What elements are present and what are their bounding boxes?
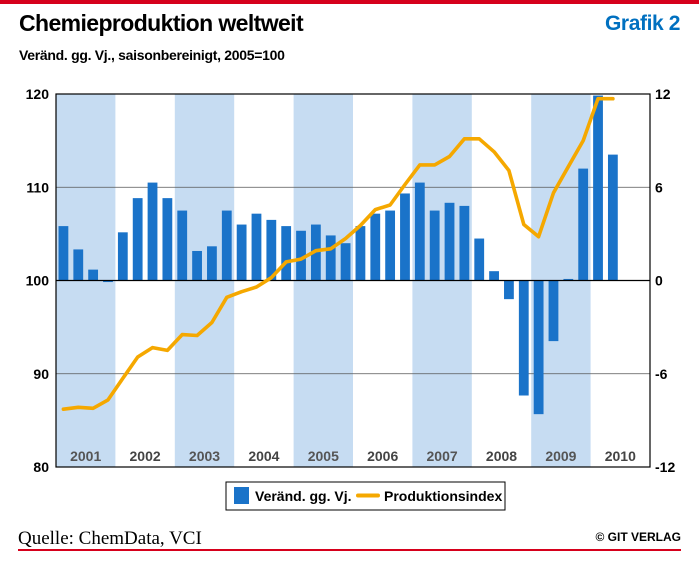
legend-line-label: Produktionsindex <box>384 488 502 504</box>
year-label-2010: 2010 <box>605 448 636 464</box>
right-tick-6: 6 <box>655 179 663 195</box>
bar-2001Q3 <box>88 269 99 281</box>
year-label-2008: 2008 <box>486 448 517 464</box>
bar-2009Q2 <box>548 280 559 342</box>
bar-2005Q4 <box>340 243 351 281</box>
year-labels: 2001 2002 2003 2004 2005 2006 2007 2008 2009 2010 <box>70 448 636 464</box>
bar-2006Q4 <box>400 193 410 281</box>
bar-2006Q1 <box>355 226 366 281</box>
bar-2007Q3 <box>444 202 455 281</box>
bar-2002Q1 <box>117 232 128 281</box>
bar-2010Q1 <box>593 95 603 281</box>
bar-2002Q3 <box>147 182 158 281</box>
bar-2005Q3 <box>325 235 336 281</box>
bar-2008Q4 <box>518 280 529 396</box>
bar-2004Q3 <box>266 219 277 281</box>
bar-2008Q1 <box>474 238 485 281</box>
bar-2003Q1 <box>177 210 188 281</box>
bar-2003Q4 <box>221 210 232 281</box>
year-label-2005: 2005 <box>308 448 339 464</box>
bar-2004Q2 <box>251 213 262 281</box>
right-axis-ticks: -12 -6 0 6 12 <box>655 86 675 475</box>
bar-2004Q4 <box>281 226 292 281</box>
right-tick-0: 0 <box>655 273 663 289</box>
bar-2007Q2 <box>429 210 440 281</box>
bar-2005Q1 <box>296 230 306 281</box>
line-series <box>61 96 615 411</box>
bar-2007Q1 <box>414 182 425 281</box>
right-tick--6: -6 <box>655 366 668 382</box>
bar-2008Q3 <box>504 280 514 300</box>
bar-2010Q2 <box>607 154 618 281</box>
bar-2008Q2 <box>489 271 499 281</box>
bar-2009Q4 <box>578 168 589 281</box>
grafik-label: Grafik 2 <box>604 12 680 35</box>
bar-2006Q3 <box>385 210 396 281</box>
year-label-2004: 2004 <box>248 448 279 464</box>
year-label-2003: 2003 <box>189 448 220 464</box>
left-tick-100: 100 <box>26 273 50 289</box>
bottom-border <box>18 549 681 551</box>
legend: Veränd. gg. Vj. Produktionsindex <box>225 481 506 511</box>
copyright: © GIT VERLAG <box>595 530 681 544</box>
chart-title: Chemieproduktion weltweit <box>19 10 304 36</box>
legend-bar-swatch <box>234 487 249 504</box>
bar-2001Q4 <box>103 280 113 283</box>
left-tick-120: 120 <box>26 86 50 102</box>
bar-2001Q2 <box>73 249 84 281</box>
bar-2003Q3 <box>207 246 217 281</box>
left-tick-80: 80 <box>33 459 49 475</box>
source-note: Quelle: ChemData, VCI <box>18 528 202 549</box>
chart-subtitle: Veränd. gg. Vj., saisonbereinigt, 2005=1… <box>19 47 285 63</box>
right-tick--12: -12 <box>655 459 675 475</box>
year-label-2006: 2006 <box>367 448 398 464</box>
right-tick-12: 12 <box>655 86 671 102</box>
year-label-2002: 2002 <box>130 448 161 464</box>
left-tick-110: 110 <box>26 179 49 195</box>
plot-frame <box>55 93 651 468</box>
year-label-2007: 2007 <box>427 448 458 464</box>
bar-2001Q1 <box>58 226 69 281</box>
bar-2006Q2 <box>370 213 381 281</box>
bar-2003Q2 <box>192 250 202 281</box>
year-label-2009: 2009 <box>545 448 576 464</box>
bar-2002Q2 <box>132 198 143 281</box>
bar-2004Q1 <box>236 224 247 281</box>
year-label-2001: 2001 <box>70 448 101 464</box>
left-tick-90: 90 <box>33 366 49 382</box>
bar-2007Q4 <box>459 205 470 281</box>
bar-2009Q1 <box>533 280 544 415</box>
top-border <box>0 0 699 4</box>
legend-bar-label: Veränd. gg. Vj. <box>255 488 351 504</box>
bar-2002Q4 <box>162 198 173 281</box>
bar-2009Q3 <box>563 278 574 281</box>
left-axis-ticks: 80 90 100 110 120 <box>26 86 50 475</box>
